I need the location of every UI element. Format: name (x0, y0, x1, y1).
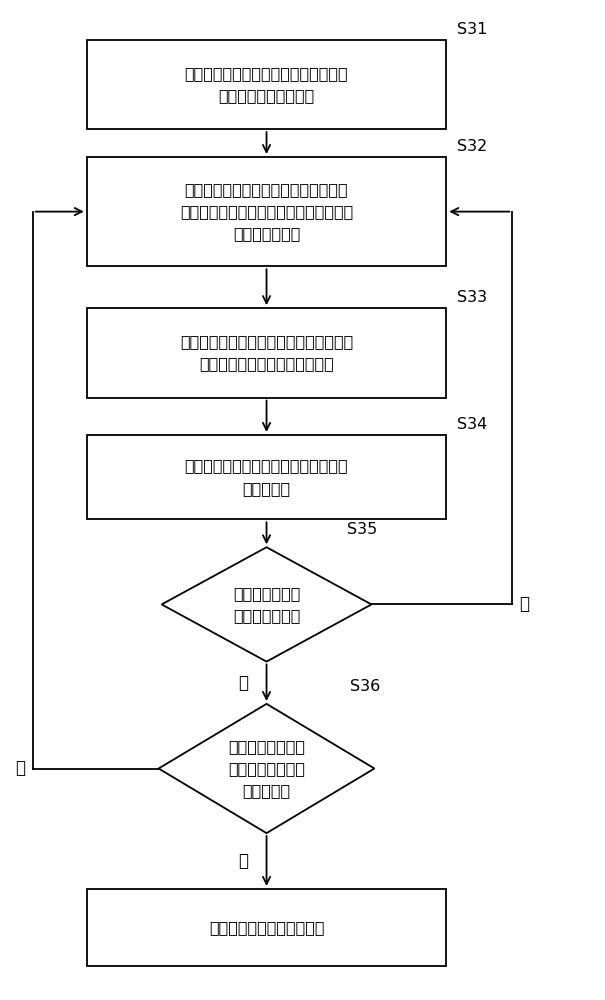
Text: 是: 是 (238, 852, 249, 870)
Text: 是: 是 (238, 674, 249, 692)
Text: 关键帧示教数据中
的操作环境的状态
是否为空？: 关键帧示教数据中 的操作环境的状态 是否为空？ (228, 739, 305, 798)
Text: S35: S35 (347, 522, 378, 537)
Text: S31: S31 (457, 22, 488, 37)
Polygon shape (162, 547, 371, 662)
Text: 提取关键帧示教数据中的操作环境的状
态作为目标状态，并在关键帧数据中删除
提取的目标状态: 提取关键帧示教数据中的操作环境的状 态作为目标状态，并在关键帧数据中删除 提取的… (180, 182, 353, 241)
Text: 通过机器人的传感器读取操作环境的初
始状态，作为当前状态: 通过机器人的传感器读取操作环境的初 始状态，作为当前状态 (185, 66, 348, 103)
Bar (87, 435, 446, 519)
Text: S32: S32 (457, 139, 488, 154)
Bar (87, 889, 446, 966)
Text: S36: S36 (350, 679, 381, 694)
Text: 当前状态与目标
状态是否一致？: 当前状态与目标 状态是否一致？ (233, 586, 300, 623)
Text: 基于当前状态和目标状态，通过训练好的
控制策略模型预测机器人的动作: 基于当前状态和目标状态，通过训练好的 控制策略模型预测机器人的动作 (180, 334, 353, 371)
Text: 否: 否 (16, 760, 25, 778)
Text: S33: S33 (457, 290, 487, 305)
Polygon shape (159, 704, 374, 833)
Bar (87, 157, 446, 266)
Text: S34: S34 (457, 417, 488, 432)
Bar (87, 40, 446, 129)
Text: 机器人执行预测的动作并更新操作环境
的当前状态: 机器人执行预测的动作并更新操作环境 的当前状态 (185, 459, 348, 496)
Text: 否: 否 (520, 595, 529, 613)
Text: 完成机器人技能学习的泛化: 完成机器人技能学习的泛化 (209, 920, 324, 935)
Bar (87, 308, 446, 398)
